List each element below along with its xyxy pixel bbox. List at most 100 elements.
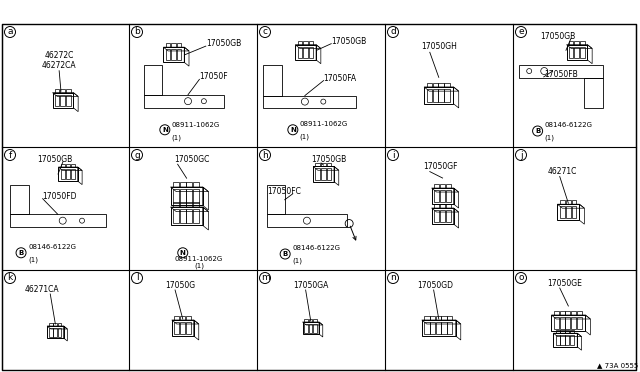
Bar <box>268 214 347 227</box>
Text: b: b <box>134 28 140 36</box>
Bar <box>326 163 332 166</box>
Text: N: N <box>290 127 296 133</box>
Bar <box>180 209 186 223</box>
Bar <box>316 169 320 180</box>
Bar <box>433 83 438 87</box>
Bar <box>556 330 560 333</box>
Bar <box>264 96 356 108</box>
Bar <box>49 323 52 326</box>
Bar <box>446 204 451 208</box>
Bar <box>170 207 203 225</box>
Bar <box>55 89 60 93</box>
Text: 46272C: 46272C <box>44 51 74 60</box>
Bar <box>446 210 451 222</box>
Text: 08911-1062G: 08911-1062G <box>172 122 220 128</box>
Bar <box>434 210 439 222</box>
Bar <box>53 327 57 337</box>
Bar <box>177 44 182 47</box>
Bar <box>580 46 584 58</box>
Text: 17050FA: 17050FA <box>324 74 356 83</box>
Bar <box>186 202 192 207</box>
Bar <box>49 327 52 337</box>
Text: N: N <box>162 127 168 133</box>
Bar <box>305 319 308 322</box>
Bar <box>575 46 579 58</box>
Bar <box>186 322 191 334</box>
Bar <box>305 324 308 333</box>
Bar <box>71 164 75 167</box>
Text: ▲ 73A 0555: ▲ 73A 0555 <box>596 362 638 368</box>
Text: (1): (1) <box>172 135 182 141</box>
Text: B: B <box>19 250 24 256</box>
Bar <box>570 330 574 333</box>
Text: 17050F: 17050F <box>200 72 228 81</box>
Bar <box>174 322 179 334</box>
Bar <box>446 184 451 188</box>
Bar <box>303 322 319 334</box>
Text: 17050G: 17050G <box>165 281 195 290</box>
Bar <box>173 189 179 203</box>
Bar <box>173 209 179 223</box>
Bar <box>170 187 203 205</box>
Text: 17050GH: 17050GH <box>421 42 457 51</box>
Text: (1): (1) <box>28 256 38 263</box>
Bar <box>566 206 570 218</box>
Text: 08146-6122G: 08146-6122G <box>28 244 76 250</box>
Bar <box>427 89 432 102</box>
Bar <box>566 45 588 60</box>
Bar <box>58 167 77 181</box>
Bar <box>565 311 570 315</box>
Bar <box>440 190 445 202</box>
Bar <box>440 184 445 188</box>
Bar <box>303 41 308 45</box>
Bar <box>584 77 603 108</box>
Bar <box>66 169 70 179</box>
Bar <box>173 182 179 187</box>
Text: g: g <box>134 151 140 160</box>
Bar <box>326 169 332 180</box>
Bar <box>433 89 438 102</box>
Bar <box>570 335 574 345</box>
Text: 17050GB: 17050GB <box>311 155 346 164</box>
Text: d: d <box>390 28 396 36</box>
Bar <box>295 45 316 60</box>
Bar <box>436 316 441 320</box>
Text: 17050FB: 17050FB <box>544 70 577 79</box>
Bar <box>565 330 570 333</box>
Bar <box>52 93 74 108</box>
Bar <box>577 311 582 315</box>
Bar <box>565 317 570 329</box>
Text: 08146-6122G: 08146-6122G <box>545 122 593 128</box>
Bar <box>10 185 29 214</box>
Text: 17050GF: 17050GF <box>424 162 458 171</box>
Bar <box>186 316 191 320</box>
Bar <box>572 200 577 204</box>
Text: 17050FC: 17050FC <box>268 187 301 196</box>
Bar <box>66 89 70 93</box>
Bar <box>571 311 576 315</box>
Bar <box>173 202 179 207</box>
Bar <box>422 320 456 336</box>
Bar <box>434 204 439 208</box>
Bar <box>560 200 564 204</box>
Text: 08911-1062G: 08911-1062G <box>175 256 223 262</box>
Bar <box>575 41 579 45</box>
Bar <box>66 94 70 106</box>
Text: 46272CA: 46272CA <box>42 61 76 70</box>
Text: 17050GB: 17050GB <box>332 37 367 46</box>
FancyArrowPatch shape <box>350 226 356 240</box>
Bar <box>427 83 432 87</box>
Bar <box>436 322 441 334</box>
Bar <box>313 166 334 182</box>
Text: i: i <box>392 151 394 160</box>
Bar <box>313 319 317 322</box>
Bar <box>145 65 162 95</box>
Bar <box>66 164 70 167</box>
Text: c: c <box>262 28 268 36</box>
Text: 46271CA: 46271CA <box>25 285 60 294</box>
Bar <box>60 89 65 93</box>
Bar <box>180 316 185 320</box>
Text: (1): (1) <box>545 135 555 141</box>
Bar <box>430 322 435 334</box>
Bar <box>308 41 314 45</box>
